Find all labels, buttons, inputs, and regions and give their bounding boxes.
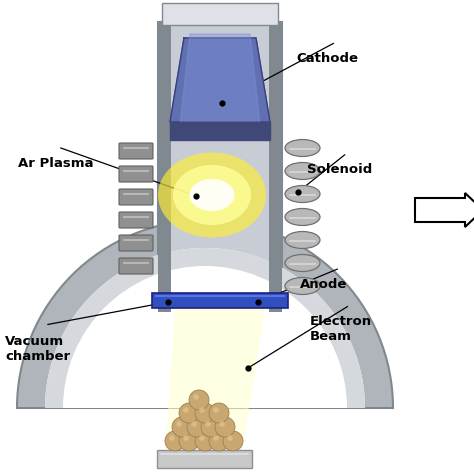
Bar [158,22,171,312]
Circle shape [195,403,215,423]
Circle shape [189,390,209,410]
Text: Cathode: Cathode [296,52,358,65]
Circle shape [191,421,197,427]
Wedge shape [17,220,393,408]
Circle shape [201,417,221,437]
Circle shape [193,394,199,400]
Ellipse shape [285,139,320,156]
Circle shape [213,407,219,413]
FancyBboxPatch shape [119,166,153,182]
Text: Solenoid: Solenoid [307,163,372,176]
Text: Electron
Beam: Electron Beam [310,315,372,343]
Circle shape [199,407,205,413]
Ellipse shape [285,255,320,272]
Circle shape [227,435,233,441]
Circle shape [172,417,192,437]
Circle shape [187,417,207,437]
Ellipse shape [285,209,320,226]
Text: Ar Plasma: Ar Plasma [18,157,93,170]
Circle shape [179,431,199,451]
Circle shape [219,421,225,427]
Circle shape [183,435,189,441]
Bar [157,450,253,468]
Polygon shape [179,34,261,134]
Ellipse shape [173,165,251,225]
Ellipse shape [285,163,320,180]
Circle shape [223,431,243,451]
Polygon shape [167,308,264,440]
Text: Vacuum
chamber: Vacuum chamber [5,335,70,363]
Ellipse shape [285,231,320,248]
Ellipse shape [158,153,266,237]
FancyBboxPatch shape [119,189,153,205]
Circle shape [199,435,205,441]
FancyBboxPatch shape [119,235,153,251]
Circle shape [169,435,175,441]
FancyArrow shape [415,193,474,227]
Bar [158,22,282,312]
FancyBboxPatch shape [119,258,153,274]
Circle shape [213,435,219,441]
Bar [162,3,278,25]
Circle shape [209,431,229,451]
Wedge shape [45,248,365,408]
Text: Anode: Anode [300,278,347,291]
Circle shape [183,407,189,413]
Polygon shape [170,38,270,122]
Circle shape [179,403,199,423]
FancyBboxPatch shape [119,143,153,159]
Circle shape [209,403,229,423]
Ellipse shape [285,185,320,202]
Bar [269,22,282,312]
Polygon shape [170,122,270,140]
Circle shape [165,431,185,451]
Circle shape [195,431,215,451]
Ellipse shape [285,277,320,294]
Circle shape [215,417,235,437]
Wedge shape [45,248,365,408]
FancyBboxPatch shape [119,212,153,228]
Bar [152,292,288,308]
Ellipse shape [190,179,235,211]
Circle shape [176,421,182,427]
Circle shape [205,421,211,427]
